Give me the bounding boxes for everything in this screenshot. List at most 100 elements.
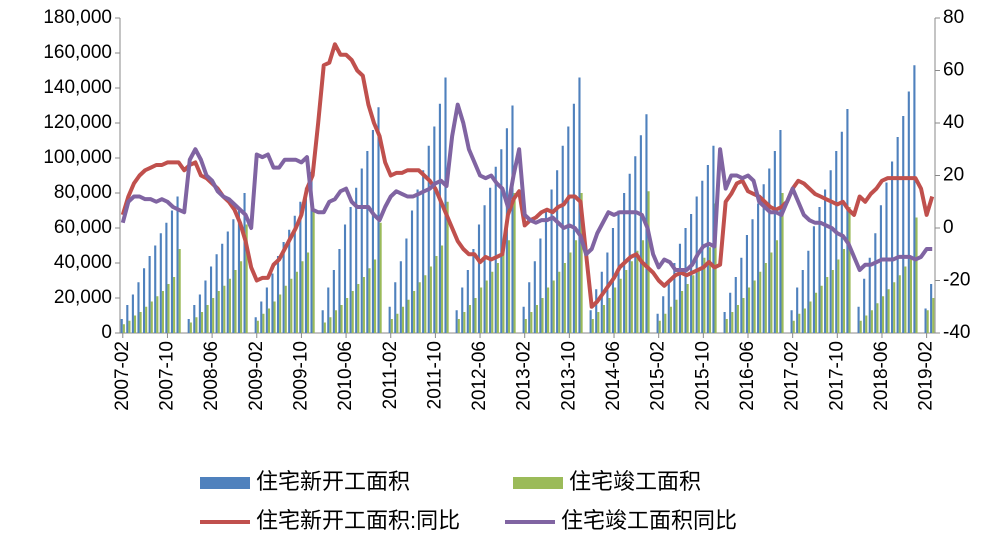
bar	[820, 285, 823, 333]
bar	[831, 270, 834, 333]
bar	[796, 287, 799, 333]
bar	[567, 126, 570, 333]
bar	[438, 103, 441, 333]
bar	[636, 250, 639, 333]
bar	[329, 317, 332, 333]
x-tick-label: 2009-10	[290, 341, 311, 411]
bar	[399, 261, 402, 333]
y2-tick-label: -40	[943, 322, 970, 343]
bar	[422, 170, 425, 333]
bar	[332, 270, 335, 333]
bar	[511, 105, 514, 333]
bar	[301, 261, 304, 333]
bar	[759, 271, 762, 333]
bar	[271, 273, 274, 333]
bar	[154, 245, 157, 333]
y2-tick-label: 60	[943, 60, 964, 81]
bar	[468, 305, 472, 333]
bar	[848, 207, 851, 333]
bar	[410, 210, 414, 333]
bar	[427, 145, 430, 333]
bar	[273, 301, 276, 333]
bar	[814, 292, 818, 333]
bar	[243, 193, 246, 333]
legend-swatch	[513, 477, 563, 489]
legend-label: 住宅竣工面积	[569, 469, 701, 494]
bar	[198, 294, 201, 333]
x-tick-label: 2008-06	[201, 341, 222, 411]
bar	[904, 266, 907, 333]
bar	[606, 252, 609, 333]
bar	[496, 263, 499, 333]
bar	[589, 310, 592, 333]
bar	[446, 201, 449, 333]
bar	[740, 257, 743, 333]
bar	[703, 257, 706, 333]
x-tick-label: 2010-06	[335, 341, 356, 411]
bar	[507, 240, 511, 333]
x-tick-label: 2009-02	[246, 341, 267, 411]
bar	[569, 252, 572, 333]
bar	[327, 287, 330, 333]
y-tick-label: 120,000	[43, 112, 112, 133]
bar	[346, 298, 349, 333]
bar	[362, 277, 365, 333]
bar	[812, 226, 815, 333]
bar	[840, 131, 843, 333]
bar	[591, 319, 594, 333]
bar	[343, 224, 347, 333]
y2-tick-label: -20	[943, 270, 970, 291]
bar	[868, 257, 871, 333]
bar	[284, 285, 287, 333]
bar	[809, 301, 812, 333]
bar	[734, 277, 737, 333]
x-tick-label: 2017-02	[782, 341, 803, 411]
bar	[745, 235, 748, 333]
bar	[539, 238, 542, 333]
bar	[706, 165, 709, 333]
bar	[429, 266, 432, 333]
y2-tick-label: 20	[943, 165, 964, 186]
bar	[857, 306, 860, 333]
bar	[891, 161, 894, 333]
y-tick-label: 100,000	[43, 147, 112, 168]
bar	[768, 168, 771, 333]
bar	[485, 280, 488, 333]
bar	[915, 217, 918, 333]
bar	[357, 284, 360, 333]
x-tick-label: 2019-02	[916, 341, 937, 411]
y2-tick-label: 40	[943, 112, 964, 133]
bar	[159, 233, 162, 333]
bar	[824, 189, 827, 333]
x-tick-label: 2016-06	[737, 341, 758, 411]
bar	[167, 284, 170, 333]
bar	[930, 284, 933, 333]
bar	[790, 310, 793, 333]
bar	[240, 261, 243, 333]
bar	[681, 291, 684, 333]
bar	[902, 116, 905, 333]
bar	[818, 207, 821, 333]
bar	[150, 301, 153, 333]
bar	[535, 305, 538, 333]
bar	[695, 196, 698, 333]
bar	[801, 270, 804, 333]
bar	[444, 77, 447, 333]
bar	[466, 270, 469, 333]
bar	[128, 320, 131, 333]
bar	[279, 294, 282, 333]
legend-label: 住宅新开工面积:同比	[256, 508, 460, 533]
bar	[580, 193, 583, 333]
legend-label: 住宅竣工面积同比	[561, 508, 737, 533]
bar	[628, 173, 631, 333]
bar	[142, 268, 146, 333]
y2-tick-label: 80	[943, 7, 964, 28]
bar	[522, 306, 525, 333]
bar	[304, 187, 308, 333]
bar	[686, 284, 689, 333]
bar	[310, 172, 313, 333]
bar	[390, 319, 393, 333]
bar	[156, 296, 159, 333]
bar	[223, 285, 226, 333]
bar	[435, 256, 438, 333]
